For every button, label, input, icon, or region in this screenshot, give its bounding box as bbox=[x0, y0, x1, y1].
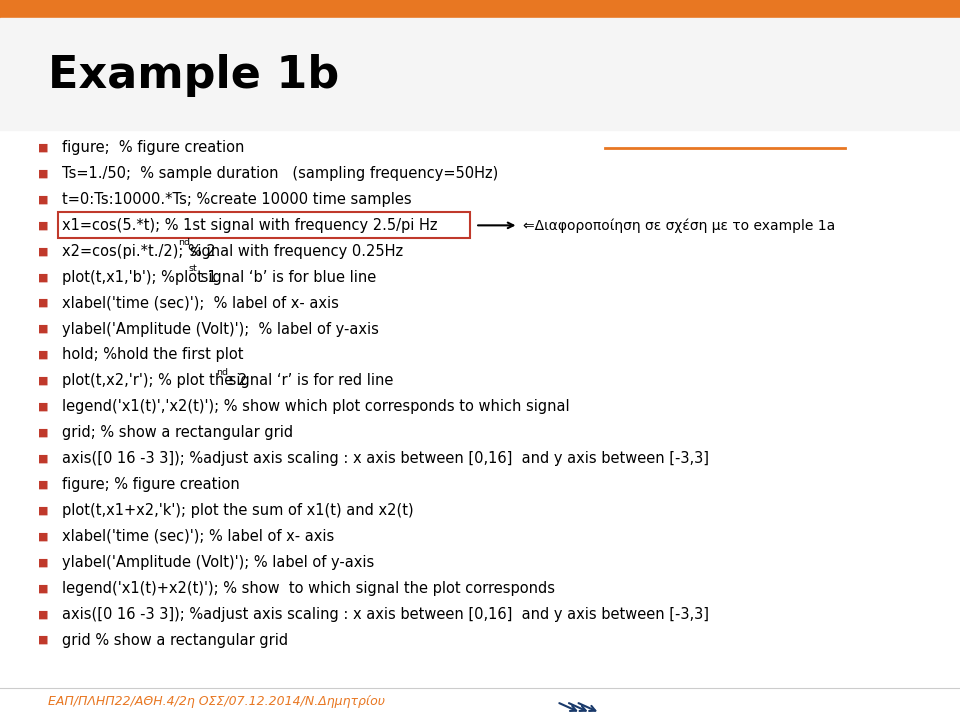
Text: ■: ■ bbox=[38, 454, 48, 464]
Text: ⇐Διαφοροποίηση σε σχέση με το example 1a: ⇐Διαφοροποίηση σε σχέση με το example 1a bbox=[523, 218, 835, 233]
Text: ylabel('Amplitude (Volt)');  % label of y-axis: ylabel('Amplitude (Volt)'); % label of y… bbox=[62, 322, 379, 336]
Text: axis([0 16 -3 3]); %adjust axis scaling : x axis between [0,16]  and y axis betw: axis([0 16 -3 3]); %adjust axis scaling … bbox=[62, 607, 709, 621]
Bar bbox=[0, 18, 960, 130]
Text: x2=cos(pi.*t./2); % 2: x2=cos(pi.*t./2); % 2 bbox=[62, 244, 216, 258]
Text: ■: ■ bbox=[38, 376, 48, 386]
Text: figure;  % figure creation: figure; % figure creation bbox=[62, 140, 245, 155]
Text: signal ‘r’ is for red line: signal ‘r’ is for red line bbox=[224, 374, 394, 388]
Text: signal with frequency 0.25Hz: signal with frequency 0.25Hz bbox=[185, 244, 403, 258]
Text: ■: ■ bbox=[38, 402, 48, 412]
Text: Ts=1./50;  % sample duration   (sampling frequency=50Hz): Ts=1./50; % sample duration (sampling fr… bbox=[62, 166, 498, 181]
Text: ■: ■ bbox=[38, 428, 48, 438]
Text: ■: ■ bbox=[38, 272, 48, 282]
Text: ■: ■ bbox=[38, 557, 48, 567]
Text: grid; % show a rectangular grid: grid; % show a rectangular grid bbox=[62, 426, 294, 440]
Text: ■: ■ bbox=[38, 505, 48, 516]
Text: nd: nd bbox=[178, 238, 190, 247]
Text: ■: ■ bbox=[38, 480, 48, 490]
Text: plot(t,x1,'b'); %plot 1: plot(t,x1,'b'); %plot 1 bbox=[62, 270, 217, 284]
Text: ■: ■ bbox=[38, 324, 48, 334]
Text: plot(t,x1+x2,'k'); plot the sum of x1(t) and x2(t): plot(t,x1+x2,'k'); plot the sum of x1(t)… bbox=[62, 503, 414, 518]
Text: Example 1b: Example 1b bbox=[48, 54, 339, 97]
Text: axis([0 16 -3 3]); %adjust axis scaling : x axis between [0,16]  and y axis betw: axis([0 16 -3 3]); %adjust axis scaling … bbox=[62, 451, 709, 466]
Text: t=0:Ts:10000.*Ts; %create 10000 time samples: t=0:Ts:10000.*Ts; %create 10000 time sam… bbox=[62, 192, 412, 207]
Text: figure; % figure creation: figure; % figure creation bbox=[62, 477, 240, 492]
Text: ■: ■ bbox=[38, 298, 48, 308]
Text: ylabel('Amplitude (Volt)'); % label of y-axis: ylabel('Amplitude (Volt)'); % label of y… bbox=[62, 555, 374, 570]
Text: ■: ■ bbox=[38, 609, 48, 619]
Text: legend('x1(t)','x2(t)'); % show which plot corresponds to which signal: legend('x1(t)','x2(t)'); % show which pl… bbox=[62, 400, 570, 414]
Text: ■: ■ bbox=[38, 246, 48, 256]
Bar bbox=[0, 0, 62, 22]
Text: ΕΑΠ/ΠΛΗΠ22/ΑΘΗ.4/2η ΟΣΣ/07.12.2014/Ν.Δημητρίου: ΕΑΠ/ΠΛΗΠ22/ΑΘΗ.4/2η ΟΣΣ/07.12.2014/Ν.Δημ… bbox=[48, 696, 385, 708]
Text: signal ‘b’ is for blue line: signal ‘b’ is for blue line bbox=[197, 270, 376, 284]
Text: ■: ■ bbox=[38, 168, 48, 179]
Text: ■: ■ bbox=[38, 583, 48, 593]
Text: ■: ■ bbox=[38, 194, 48, 204]
Text: grid % show a rectangular grid: grid % show a rectangular grid bbox=[62, 633, 289, 647]
Text: nd: nd bbox=[216, 368, 228, 377]
Text: xlabel('time (sec)'); % label of x- axis: xlabel('time (sec)'); % label of x- axis bbox=[62, 529, 335, 544]
Text: plot(t,x2,'r'); % plot the 2: plot(t,x2,'r'); % plot the 2 bbox=[62, 374, 248, 388]
Text: ■: ■ bbox=[38, 531, 48, 541]
Text: x1=cos(5.*t); % 1st signal with frequency 2.5/pi Hz: x1=cos(5.*t); % 1st signal with frequenc… bbox=[62, 218, 438, 233]
Text: hold; %hold the first plot: hold; %hold the first plot bbox=[62, 348, 244, 362]
Text: ■: ■ bbox=[38, 635, 48, 645]
Text: ■: ■ bbox=[38, 143, 48, 153]
Text: ■: ■ bbox=[38, 220, 48, 230]
Text: legend('x1(t)+x2(t)'); % show  to which signal the plot corresponds: legend('x1(t)+x2(t)'); % show to which s… bbox=[62, 581, 556, 595]
Text: st: st bbox=[189, 264, 198, 273]
Text: xlabel('time (sec)');  % label of x- axis: xlabel('time (sec)'); % label of x- axis bbox=[62, 296, 339, 310]
Text: ■: ■ bbox=[38, 350, 48, 360]
Bar bbox=[0, 0, 960, 22]
